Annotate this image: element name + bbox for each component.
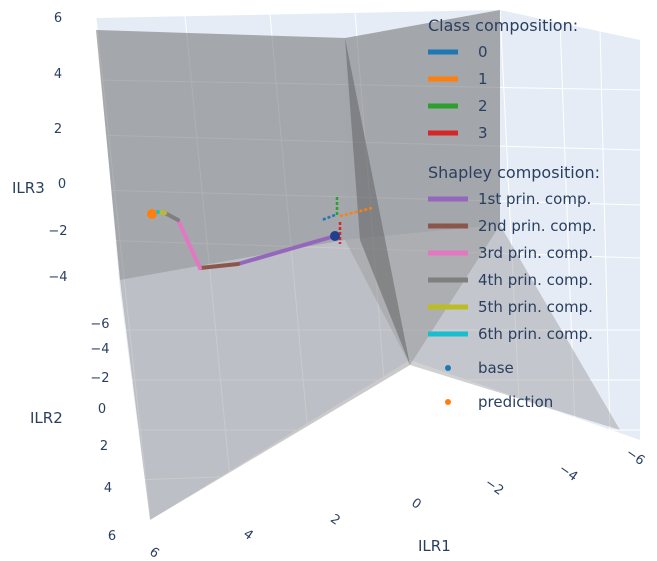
legend: Class composition: 0 1 2 3 Shapley composit…: [428, 16, 600, 411]
z-tick-label: 4: [54, 67, 62, 82]
z-axis-title: ILR3: [12, 179, 45, 197]
z-tick-label: 2: [54, 122, 62, 137]
legend-shapley-label[interactable]: 4th prin. comp.: [478, 271, 593, 289]
x-tick-label: −4: [556, 461, 580, 484]
z-tick-label: 6: [54, 11, 62, 26]
y-tick-label: 2: [100, 439, 108, 454]
z-tick-label: −4: [48, 270, 67, 285]
x-axis-title: ILR1: [418, 537, 451, 555]
plane-back-left: [96, 30, 345, 280]
z-axis-ticks: 6 4 2 0 −2 −4: [48, 11, 67, 285]
shapley-segment: [163, 211, 180, 222]
z-tick-label: −2: [48, 224, 67, 239]
shapley-segment: [176, 218, 202, 270]
shapley-segment: [236, 234, 337, 266]
prediction-point: [147, 209, 157, 219]
x-tick-label: 2: [327, 512, 342, 529]
legend-shapley-title: Shapley composition:: [428, 163, 600, 182]
x-tick-label: −2: [482, 475, 506, 498]
legend-class-label[interactable]: 3: [478, 124, 488, 142]
legend-class-label[interactable]: 2: [478, 97, 488, 115]
plane-back-right: [345, 10, 500, 240]
y-tick-label: 0: [98, 402, 106, 417]
y-tick-label: 6: [108, 529, 116, 544]
legend-shapley-label[interactable]: 2nd prin. comp.: [478, 217, 597, 235]
y-tick-label: 4: [104, 481, 112, 496]
class-arrows: [321, 197, 373, 244]
plane-front-right: [345, 225, 620, 430]
legend-class-title: Class composition:: [428, 16, 578, 35]
legend-point-label[interactable]: prediction: [478, 393, 553, 411]
legend-class-label[interactable]: 1: [478, 70, 488, 88]
x-tick-label: −6: [623, 445, 647, 468]
legend-point-label[interactable]: base: [478, 359, 514, 377]
class-arrow: [321, 213, 336, 222]
z-tick-label: 0: [58, 177, 66, 192]
legend-shapley-label[interactable]: 1st prin. comp.: [478, 190, 591, 208]
plane-front-bottom: [120, 225, 500, 520]
class-arrow: [339, 206, 373, 218]
plane-divider: [345, 38, 410, 365]
y-tick-label: −2: [90, 371, 109, 386]
y-axis-ticks: −6 −4 −2 0 2 4 6: [90, 317, 116, 544]
base-point: [330, 231, 340, 241]
legend-shapley-label[interactable]: 6th prin. comp.: [478, 325, 593, 343]
legend-point-marker[interactable]: [445, 365, 451, 371]
legend-shapley-label[interactable]: 3rd prin. comp.: [478, 244, 593, 262]
y-axis-title: ILR2: [30, 409, 63, 427]
legend-shapley-label[interactable]: 5th prin. comp.: [478, 298, 593, 316]
y-tick-label: −4: [90, 342, 109, 357]
legend-class-label[interactable]: 0: [478, 43, 488, 61]
x-tick-label: 6: [146, 545, 161, 561]
y-tick-label: −6: [90, 317, 109, 332]
x-tick-label: 4: [240, 527, 255, 544]
x-tick-label: 0: [408, 496, 423, 513]
legend-point-marker[interactable]: [445, 399, 451, 405]
shapley-segment: [198, 262, 240, 270]
